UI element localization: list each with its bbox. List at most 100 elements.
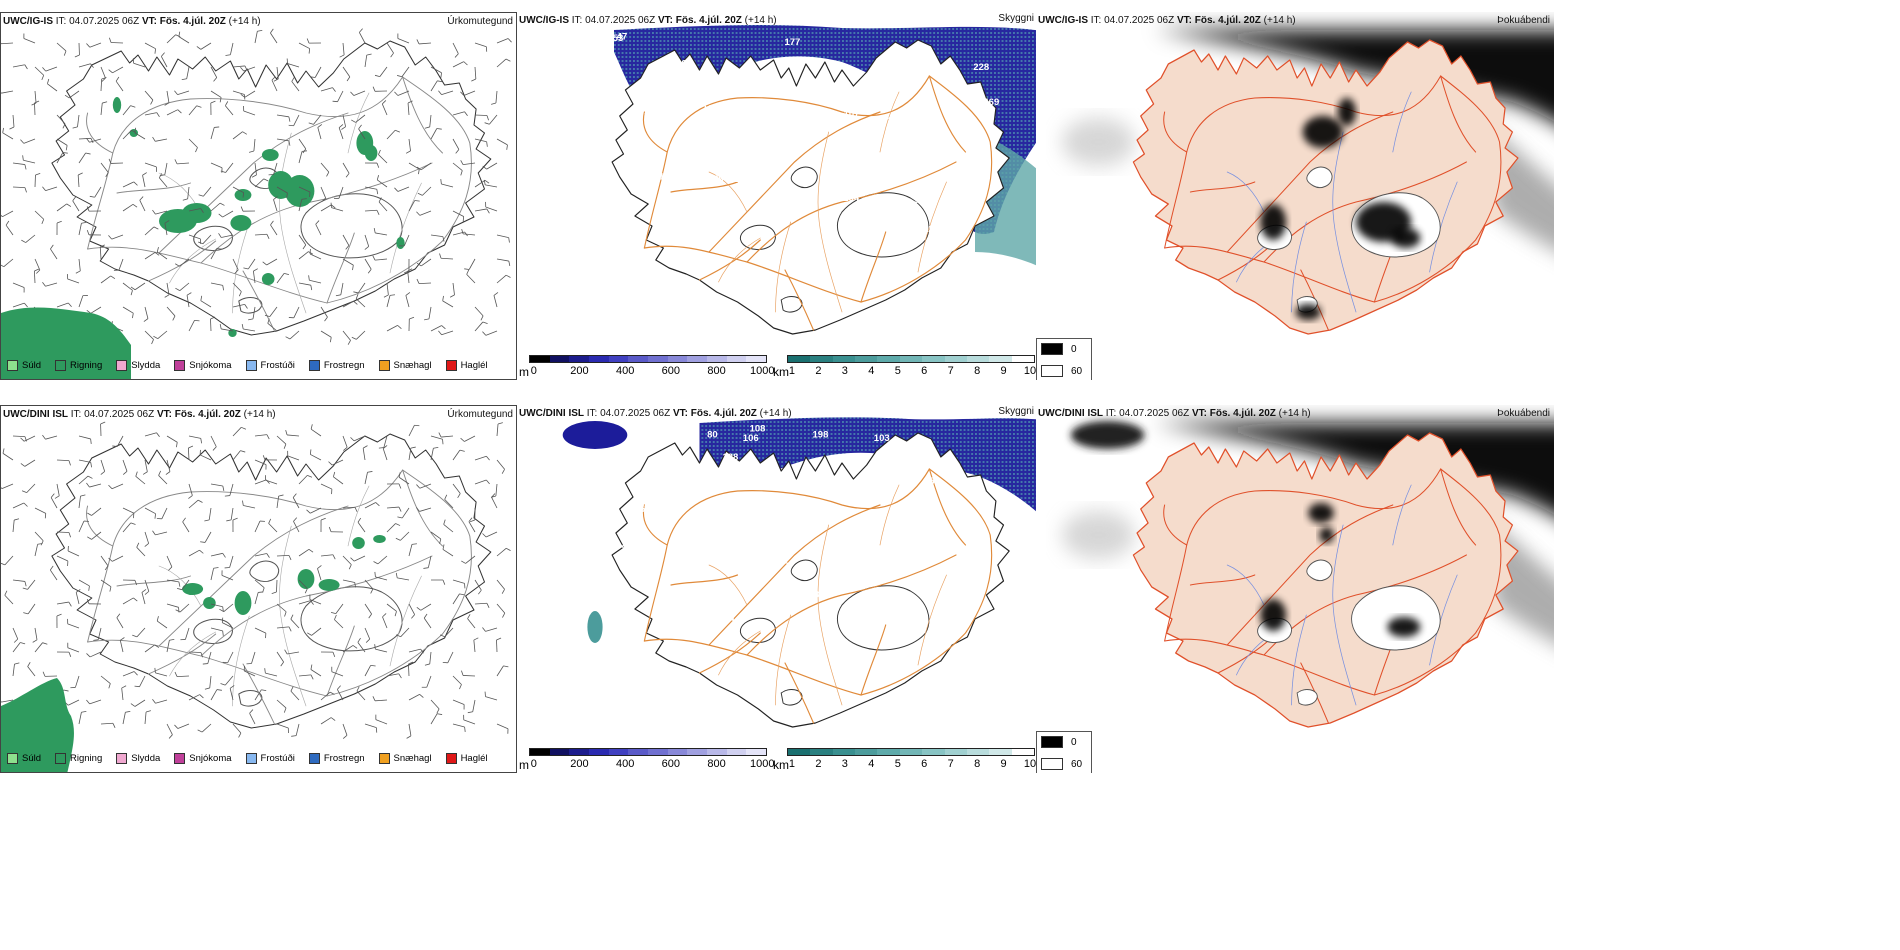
colorbar-tick: 6: [921, 758, 928, 770]
legend-swatch: [174, 752, 186, 764]
legend-label: Frostúði: [260, 752, 295, 764]
white-swatch: [1041, 758, 1063, 770]
precip-map: [1, 28, 512, 379]
cloud-base-value: 97: [588, 203, 599, 214]
cloud-base-value: 153: [607, 33, 623, 44]
colorbar-tick: 8: [974, 365, 981, 377]
legend-label: Frostregn: [323, 752, 365, 764]
colorbar-tick: 600: [661, 365, 681, 377]
legend-label: Rigning: [70, 752, 103, 764]
legend-item: Haglél: [445, 359, 488, 371]
colorbar-tick: 0: [530, 758, 537, 770]
cloud-base-value: 85: [769, 512, 780, 523]
black-swatch: [1041, 343, 1063, 355]
cloud-base-value: 112: [698, 584, 713, 595]
panel-header: UWC/DINI ISL IT: 04.07.2025 06Z VT: Fös.…: [3, 409, 276, 420]
colorbar-tick: 400: [615, 758, 635, 770]
colorbar-tick: 7: [947, 365, 954, 377]
colorbar-tick: 1000: [749, 758, 775, 770]
colorbar-tick: 200: [570, 365, 589, 377]
legend-item: Snjókoma: [174, 752, 232, 764]
legend-label: Súld: [22, 752, 42, 764]
colorbar-tick: 9: [1000, 758, 1007, 770]
panel-header: UWC/IG-IS IT: 04.07.2025 06Z VT: Fös. 4.…: [3, 16, 261, 27]
cloud-base-value: 98: [914, 195, 925, 206]
legend-swatch: [378, 752, 390, 764]
fog-panel-ig-is: UWC/IG-IS IT: 04.07.2025 06Z VT: Fös. 4.…: [1036, 12, 1554, 380]
legend-swatch: [445, 752, 457, 764]
cloud-panel-dini: UWC/DINI ISL IT: 04.07.2025 06Z VT: Fös.…: [517, 405, 1036, 773]
cloud-base-value: 88: [814, 590, 825, 601]
legend-swatch: [308, 752, 320, 764]
cloud-base-value: 111: [541, 514, 557, 525]
legend-item: Snjókoma: [174, 359, 232, 371]
cloud-base-value: 198: [813, 430, 829, 441]
legend-label: Rigning: [70, 359, 103, 371]
legend-label: Snjókoma: [189, 359, 232, 371]
legend-label: Frostregn: [323, 359, 365, 371]
colorbar-tick: 800: [707, 365, 726, 377]
cloud-base-value: 162: [900, 224, 916, 235]
cloud-base-value: 169: [682, 123, 698, 134]
precip-map: [1, 421, 511, 772]
cloud-base-value: 95: [634, 504, 645, 515]
cloud-base-value: 70: [871, 70, 882, 81]
cloud-panel-ig-is: UWC/IG-IS IT: 04.07.2025 06Z VT: Fös. 4.…: [517, 12, 1036, 380]
legend-item: Snæhagl: [378, 752, 432, 764]
fog-legend: 0 60: [1036, 338, 1092, 380]
cloud-base-value: 134: [843, 193, 860, 204]
legend-swatch: [445, 359, 457, 371]
cloud-base-map: 137 137 153 158 200 226 198 262 266 172 170 177 126 1…: [556, 24, 1036, 335]
cloud-base-value: 137: [743, 153, 759, 164]
cloud-base-value: 158: [894, 142, 910, 153]
cloud-base-colorbar: m 0 200 400 600 800 1000: [519, 748, 774, 773]
cloud-base-value: 94: [724, 614, 735, 625]
cloud-base-value: 104: [647, 441, 664, 452]
cloud-base-value: 144: [558, 99, 575, 110]
cloud-base-value: 161: [790, 206, 807, 217]
legend-swatch: [174, 359, 186, 371]
colorbar-tick: 9: [1000, 365, 1007, 377]
cloud-base-value: 103: [572, 528, 588, 539]
cloud-base-value: 87: [836, 558, 847, 569]
legend-swatch: [378, 359, 390, 371]
visibility-colorbar: km 1 2 3 4 5 6 7 8 9 10: [773, 748, 1036, 773]
fog-index-map: [1061, 421, 1554, 728]
precip-panel-dini: UWC/DINI ISL IT: 04.07.2025 06Z VT: Fös.…: [0, 405, 517, 773]
colorbar-tick: 800: [707, 758, 726, 770]
legend-label: Slydda: [131, 752, 161, 764]
colorbar-tick: 10: [1023, 758, 1036, 770]
legend-item: Rigning: [55, 359, 103, 371]
precip-type-legend: Súld Rigning Slydda Snjókoma Frostúði Frostre…: [7, 357, 498, 373]
visibility-colorbar: km 1 2 3 4 5 6 7 8 9 10: [773, 355, 1036, 380]
cloud-base-value: 186: [571, 192, 587, 203]
cloud-base-value: 96: [684, 165, 695, 176]
panel-header: UWC/IG-IS IT: 04.07.2025 06Z VT: Fös. 4.…: [519, 15, 777, 26]
panel-header: UWC/DINI ISL IT: 04.07.2025 06Z VT: Fös.…: [519, 408, 792, 419]
colorbar-tick: 3: [841, 365, 848, 377]
cloud-base-value: 94: [691, 607, 702, 618]
cloud-base-value: 172: [877, 116, 893, 127]
colorbar-tick: 5: [894, 758, 901, 770]
colorbar-tick: 1: [788, 758, 796, 770]
legend-swatch: [308, 359, 320, 371]
legend-item: Haglél: [445, 752, 488, 764]
colorbar-tick: 3: [841, 758, 848, 770]
panel-header: UWC/DINI ISL IT: 04.07.2025 06Z VT: Fös.…: [1038, 408, 1311, 419]
colorbar-tick: 6: [921, 365, 928, 377]
cloud-base-value: 126: [556, 33, 572, 44]
cloud-base-value: 170: [916, 115, 932, 126]
legend-item: Slydda: [116, 359, 160, 371]
colorbar-tick: 5: [894, 365, 901, 377]
cloud-base-value: 214: [626, 565, 643, 576]
cloud-base-value: 100: [891, 466, 907, 477]
fog-index-map: [1061, 30, 1554, 335]
cloud-base-value: 117: [625, 566, 640, 577]
panel-title: Þokuábendi: [1497, 408, 1550, 419]
cloud-base-value: 152: [595, 588, 611, 599]
cloud-base-value: 128: [722, 452, 738, 463]
legend-label: Snæhagl: [393, 359, 432, 371]
cloud-base-value: 266: [679, 171, 695, 182]
legend-item: Frostúði: [245, 752, 295, 764]
panel-title: Skyggni: [998, 13, 1034, 24]
